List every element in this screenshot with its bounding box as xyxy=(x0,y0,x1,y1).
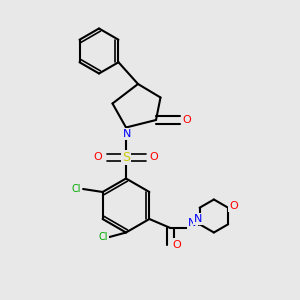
Text: Cl: Cl xyxy=(98,232,108,242)
Text: O: O xyxy=(172,239,182,250)
Text: Cl: Cl xyxy=(72,184,81,194)
Text: S: S xyxy=(122,151,130,164)
Text: N: N xyxy=(188,218,196,228)
Text: O: O xyxy=(229,201,238,211)
Text: N: N xyxy=(194,214,202,224)
Text: O: O xyxy=(182,115,191,125)
Text: N: N xyxy=(122,129,131,139)
Text: O: O xyxy=(149,152,158,163)
Text: O: O xyxy=(94,152,103,163)
